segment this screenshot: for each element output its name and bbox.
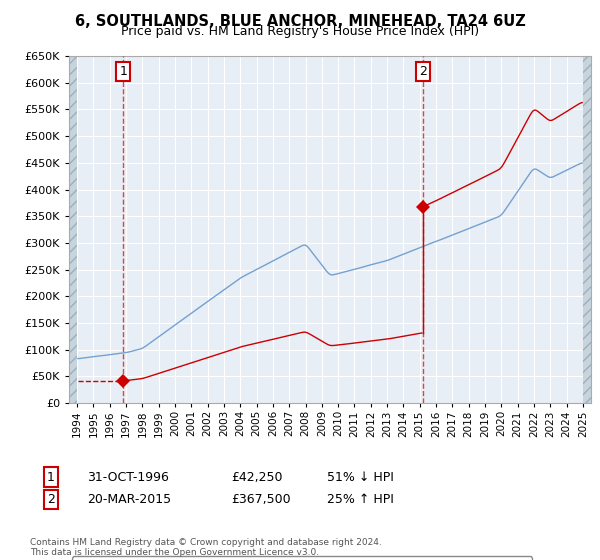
Text: 51% ↓ HPI: 51% ↓ HPI [327,470,394,484]
Legend: 6, SOUTHLANDS, BLUE ANCHOR, MINEHEAD, TA24 6UZ (detached house), HPI: Average pr: 6, SOUTHLANDS, BLUE ANCHOR, MINEHEAD, TA… [72,556,532,560]
Text: Price paid vs. HM Land Registry's House Price Index (HPI): Price paid vs. HM Land Registry's House … [121,25,479,38]
Text: 1: 1 [119,65,127,78]
Text: 20-MAR-2015: 20-MAR-2015 [87,493,171,506]
Text: £42,250: £42,250 [231,470,283,484]
Text: Contains HM Land Registry data © Crown copyright and database right 2024.
This d: Contains HM Land Registry data © Crown c… [30,538,382,557]
Text: 1: 1 [47,470,55,484]
Text: 6, SOUTHLANDS, BLUE ANCHOR, MINEHEAD, TA24 6UZ: 6, SOUTHLANDS, BLUE ANCHOR, MINEHEAD, TA… [74,14,526,29]
Text: 2: 2 [419,65,427,78]
Bar [69,56,77,403]
Text: 2: 2 [47,493,55,506]
Text: 25% ↑ HPI: 25% ↑ HPI [327,493,394,506]
Text: 31-OCT-1996: 31-OCT-1996 [87,470,169,484]
Text: £367,500: £367,500 [231,493,290,506]
Bar [583,56,591,403]
